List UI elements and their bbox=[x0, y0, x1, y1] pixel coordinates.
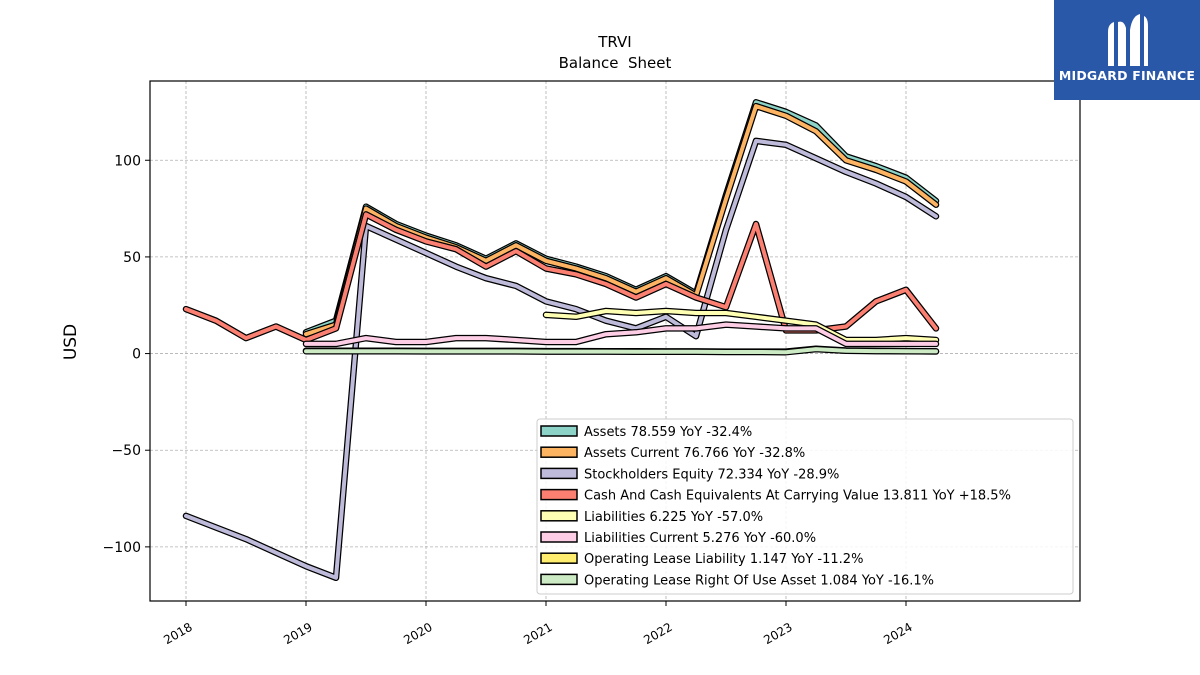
series-line bbox=[304, 347, 938, 355]
y-tick-label: −50 bbox=[111, 443, 141, 459]
legend-label: Assets 78.559 YoY -32.4% bbox=[584, 425, 752, 440]
y-axis-label: USD bbox=[61, 324, 81, 360]
legend-swatch bbox=[540, 552, 578, 564]
legend: Assets 78.559 YoY -32.4% Assets Current 7… bbox=[536, 418, 1074, 595]
series-2 bbox=[182, 137, 940, 582]
series-5 bbox=[302, 321, 940, 348]
x-tick-label: 2023 bbox=[761, 620, 794, 647]
series-7 bbox=[302, 345, 940, 356]
legend-swatch bbox=[540, 531, 578, 543]
x-tick-label: 2022 bbox=[641, 620, 674, 647]
legend-box bbox=[536, 418, 1074, 595]
legend-swatch bbox=[540, 488, 578, 501]
legend-label: Operating Lease Liability 1.147 YoY -11.… bbox=[584, 552, 863, 567]
series-line bbox=[544, 309, 938, 342]
series-1 bbox=[302, 102, 940, 338]
x-tick-label: 2020 bbox=[401, 620, 434, 647]
x-tick-label: 2024 bbox=[881, 620, 914, 647]
legend-swatch bbox=[540, 573, 578, 586]
plot-frame bbox=[149, 80, 1081, 602]
y-tick-label: 100 bbox=[114, 153, 141, 169]
brand-logo-icon bbox=[1108, 14, 1148, 67]
y-tick-label: 50 bbox=[123, 250, 141, 266]
chart-title: TRVI bbox=[597, 33, 631, 51]
y-tick-label: −100 bbox=[103, 540, 141, 556]
legend-label: Liabilities 6.225 YoY -57.0% bbox=[584, 510, 763, 525]
legend-swatch bbox=[540, 446, 578, 458]
series-line bbox=[304, 322, 938, 346]
brand-logo-text: MIDGARD FINANCE bbox=[1058, 68, 1196, 83]
series-0 bbox=[302, 99, 940, 336]
series-layer bbox=[182, 99, 940, 582]
legend-swatch bbox=[540, 467, 578, 480]
legend-swatch bbox=[540, 425, 578, 437]
legend-swatch bbox=[540, 510, 578, 522]
x-tick-label: 2021 bbox=[521, 620, 554, 647]
legend-label: Liabilities Current 5.276 YoY -60.0% bbox=[584, 531, 816, 546]
series-4 bbox=[542, 307, 940, 344]
series-line-outline bbox=[302, 99, 940, 336]
series-line-outline bbox=[182, 211, 940, 344]
legend-label: Stockholders Equity 72.334 YoY -28.9% bbox=[584, 467, 839, 482]
series-line bbox=[184, 212, 938, 342]
legend-label: Cash And Cash Equivalents At Carrying Va… bbox=[584, 489, 1011, 504]
series-3 bbox=[182, 211, 940, 344]
x-tick-label: 2018 bbox=[161, 620, 194, 647]
series-line bbox=[304, 100, 938, 335]
legend-label: Assets Current 76.766 YoY -32.8% bbox=[584, 446, 805, 461]
brand-logo: MIDGARD FINANCE bbox=[1054, 0, 1200, 100]
chart-subtitle: Balance Sheet bbox=[559, 54, 672, 72]
series-line bbox=[304, 104, 938, 337]
legend-label: Operating Lease Right Of Use Asset 1.084… bbox=[584, 573, 934, 588]
y-tick-label: 0 bbox=[132, 347, 141, 363]
series-line bbox=[184, 138, 938, 580]
series-line-outline bbox=[302, 102, 940, 338]
x-tick-label: 2019 bbox=[281, 620, 314, 647]
